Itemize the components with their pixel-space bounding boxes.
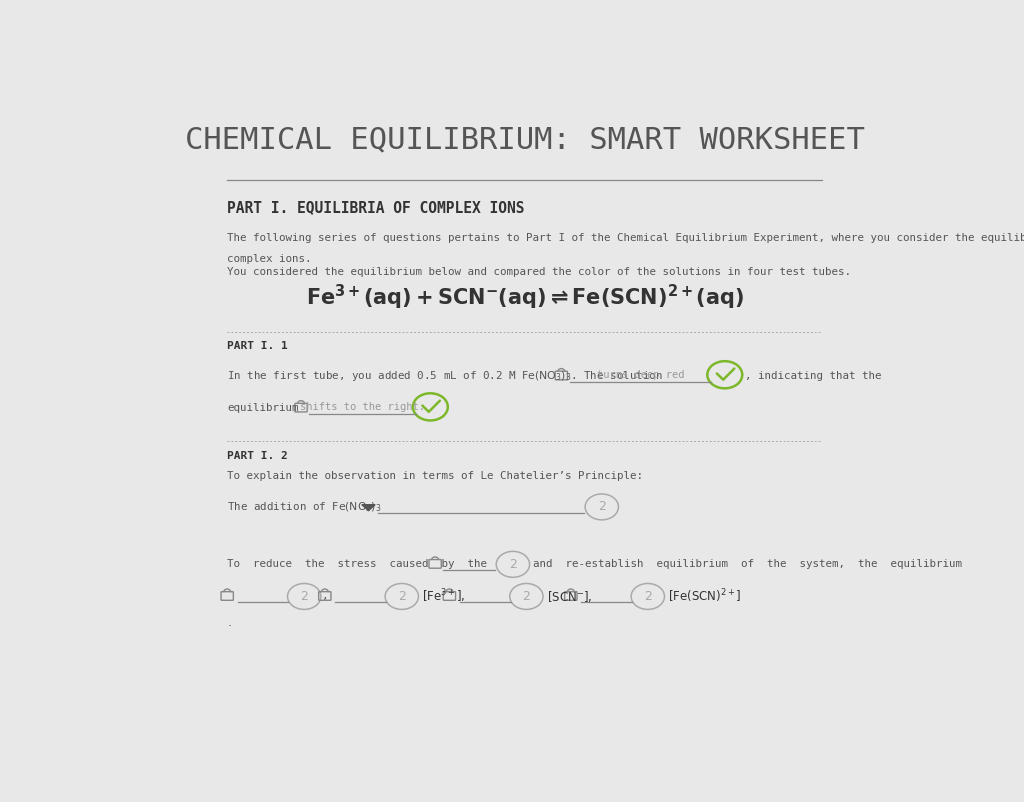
Text: PART I. EQUILIBRIA OF COMPLEX IONS: PART I. EQUILIBRIA OF COMPLEX IONS [227,200,524,215]
Text: and  re-establish  equilibrium  of  the  system,  the  equilibrium: and re-establish equilibrium of the syst… [532,559,962,569]
Text: To explain the observation in terms of Le Chatelier’s Principle:: To explain the observation in terms of L… [227,471,643,481]
Text: In the first tube, you added 0.5 mL of 0.2 M $\mathrm{Fe(NO_3)_3}$. The solution: In the first tube, you added 0.5 mL of 0… [227,369,664,383]
Text: turns deep red: turns deep red [597,370,684,380]
Text: 2: 2 [522,590,530,603]
Text: $[\mathrm{Fe(SCN)}^{2+}]$: $[\mathrm{Fe(SCN)}^{2+}]$ [669,588,742,606]
Text: PART I. 1: PART I. 1 [227,342,288,351]
Text: 2: 2 [644,590,651,603]
Text: , indicating that the: , indicating that the [745,371,882,381]
Text: equilibrium: equilibrium [227,403,299,413]
Text: .: . [227,616,231,629]
Text: The following series of questions pertains to Part I of the Chemical Equilibrium: The following series of questions pertai… [227,233,1024,243]
Text: ,: , [322,591,329,602]
Text: complex ions.: complex ions. [227,253,311,264]
Text: $[\mathrm{Fe}^{3+}],$: $[\mathrm{Fe}^{3+}],$ [423,588,466,606]
Text: $\mathbf{Fe}^{\mathbf{3+}}\mathbf{(aq) + SCN}^{\mathbf{-}}\mathbf{(aq) \rightlef: $\mathbf{Fe}^{\mathbf{3+}}\mathbf{(aq) +… [306,282,743,311]
Polygon shape [361,504,375,511]
Text: 2: 2 [300,590,308,603]
Text: shifts to the right.: shifts to the right. [300,402,425,412]
Text: 2: 2 [398,590,406,603]
Text: The addition of $\mathrm{Fe(NO_3)_3}$: The addition of $\mathrm{Fe(NO_3)_3}$ [227,500,382,514]
Text: PART I. 2: PART I. 2 [227,451,288,460]
Text: $[\mathrm{SCN}^{-}],$: $[\mathrm{SCN}^{-}],$ [547,589,593,604]
Text: 2: 2 [509,558,517,571]
Text: You considered the equilibrium below and compared the color of the solutions in : You considered the equilibrium below and… [227,267,851,277]
Text: 2: 2 [598,500,606,513]
Text: To  reduce  the  stress  caused  by  the: To reduce the stress caused by the [227,559,487,569]
Text: CHEMICAL EQUILIBRIUM: SMART WORKSHEET: CHEMICAL EQUILIBRIUM: SMART WORKSHEET [185,125,864,154]
